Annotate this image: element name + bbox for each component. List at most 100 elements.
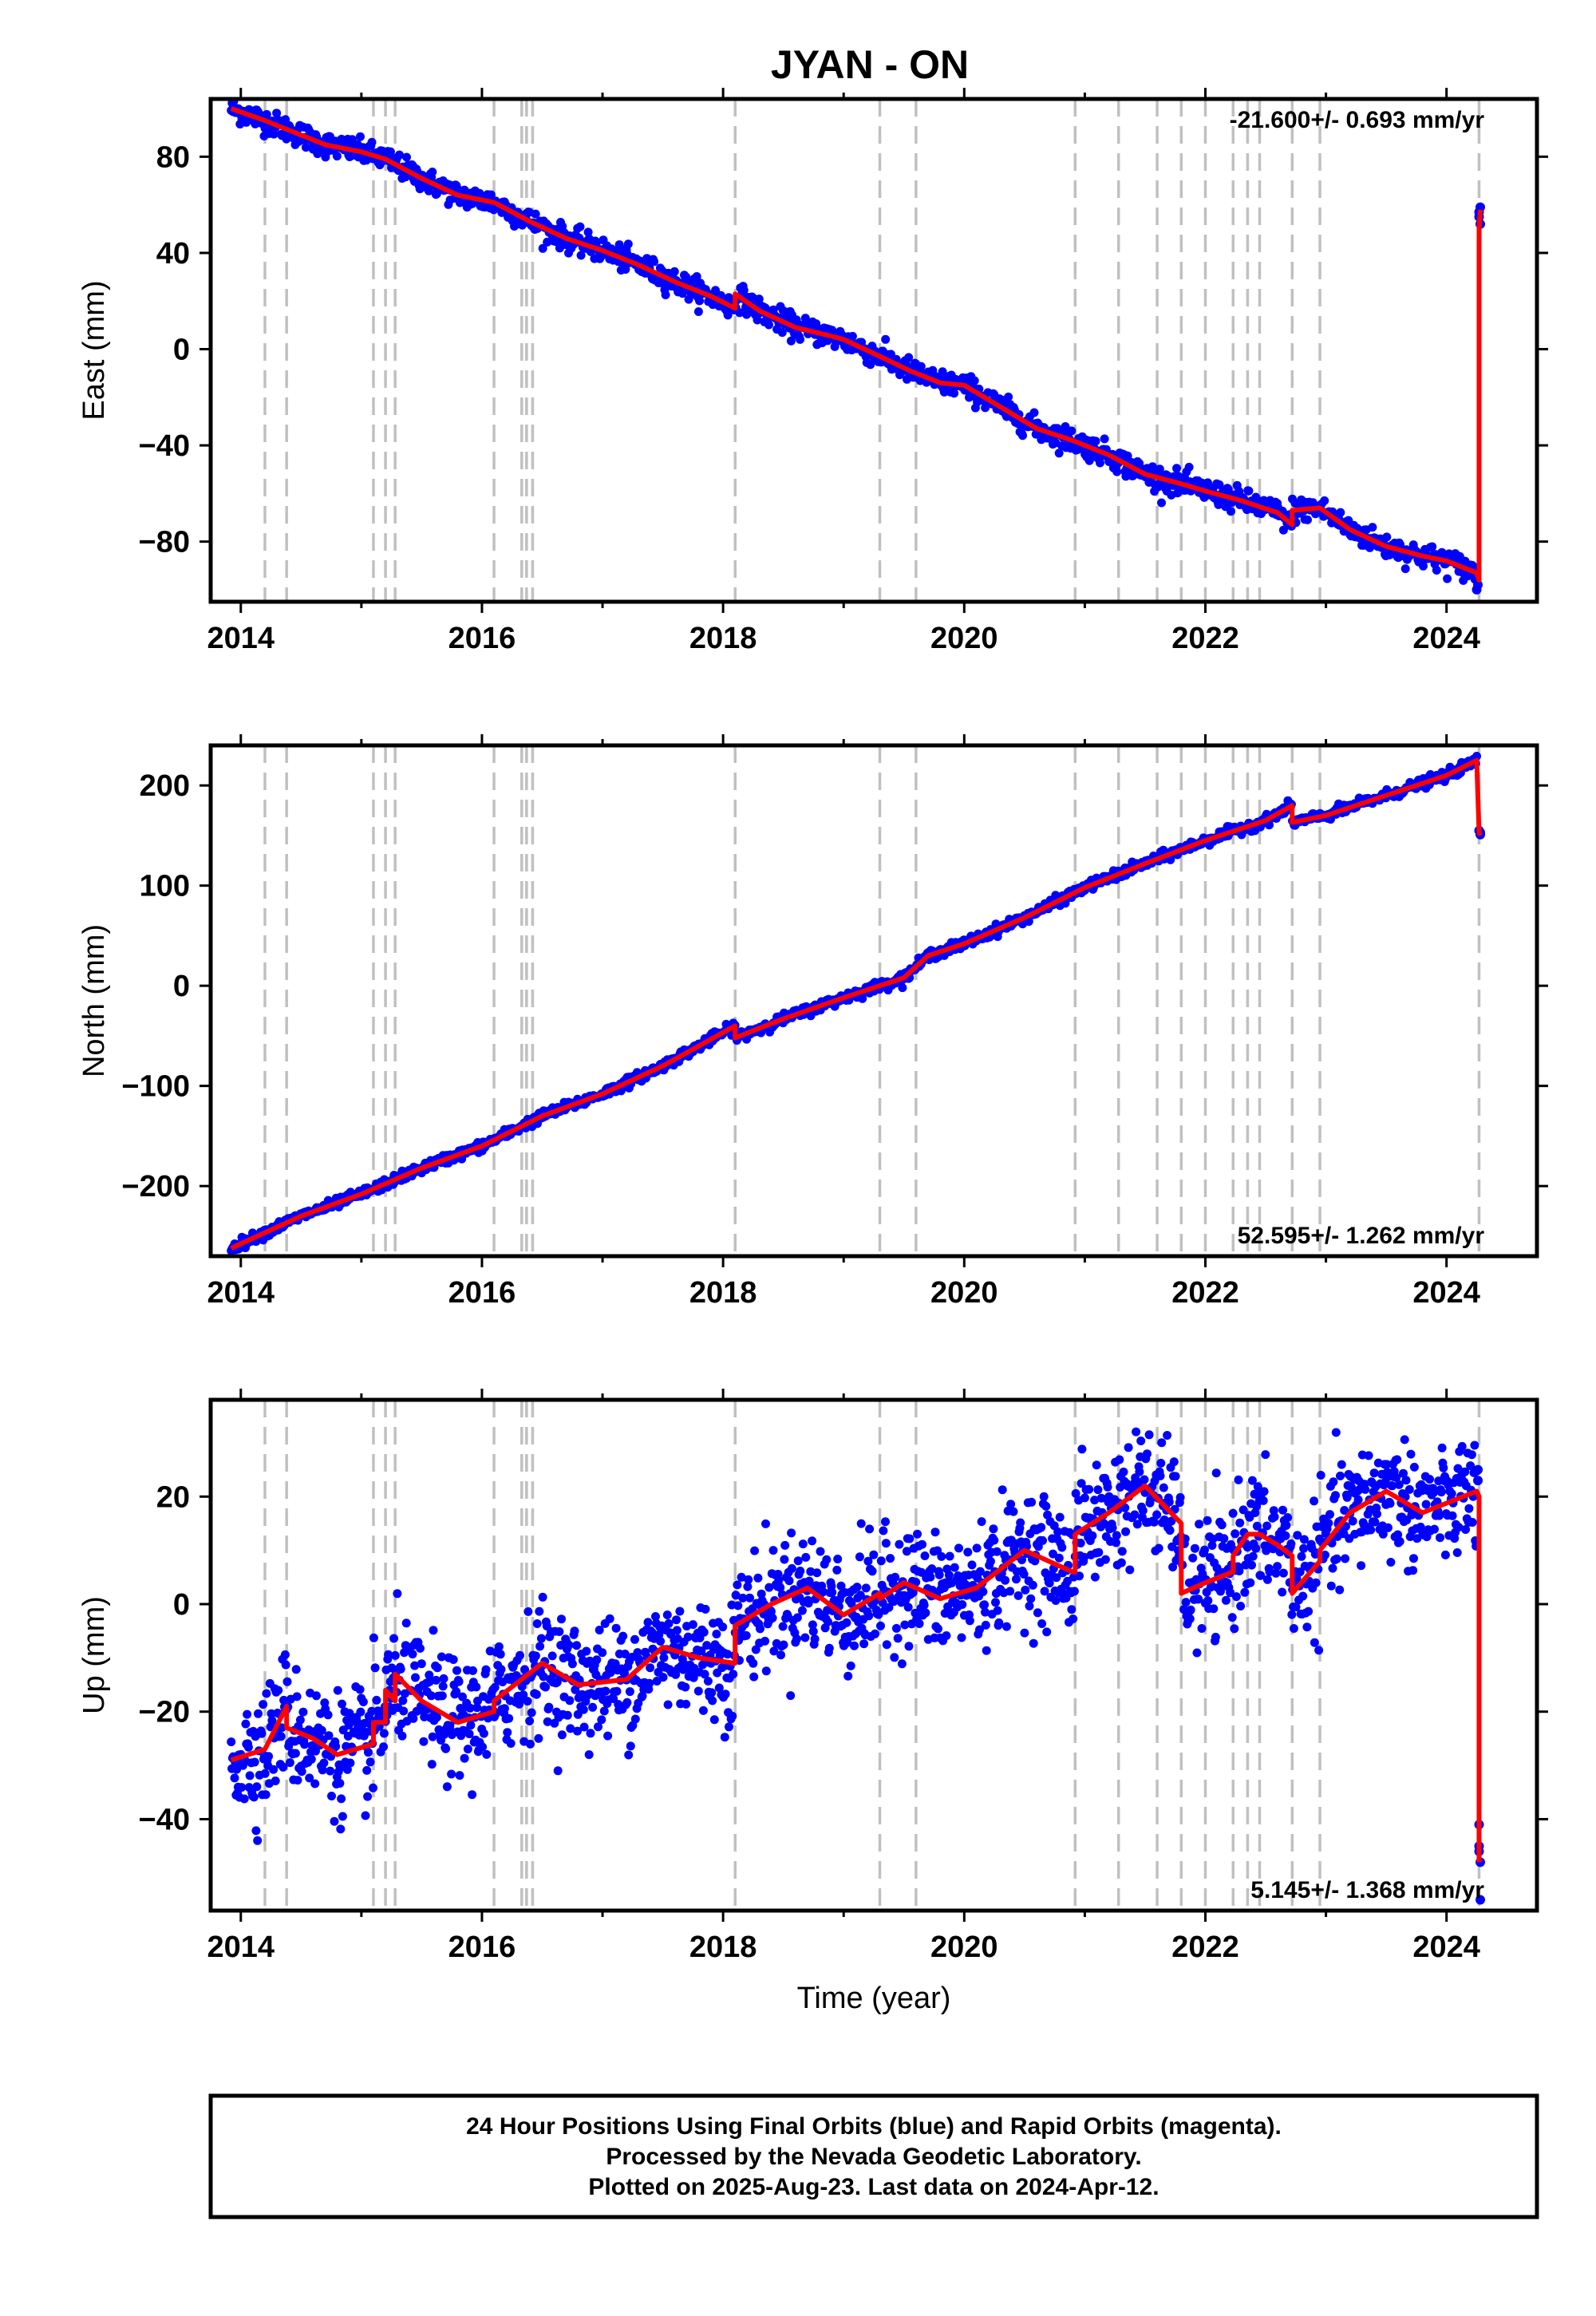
data-point xyxy=(729,1670,738,1679)
footer-line-2: Processed by the Nevada Geodetic Laborat… xyxy=(606,2144,1141,2170)
data-point xyxy=(1429,1488,1439,1497)
data-point xyxy=(1336,508,1345,517)
data-point xyxy=(437,1652,446,1662)
data-point xyxy=(468,1790,477,1800)
data-point xyxy=(761,1666,771,1676)
data-point xyxy=(460,1753,469,1763)
data-point xyxy=(1115,1455,1124,1464)
data-point xyxy=(572,1641,582,1650)
data-point xyxy=(447,1769,456,1779)
data-point xyxy=(723,1650,733,1659)
data-point xyxy=(1468,1518,1477,1527)
data-point xyxy=(881,334,891,344)
footer-line-3: Plotted on 2025-Aug-23. Last data on 202… xyxy=(588,2174,1159,2200)
data-point xyxy=(784,1576,794,1586)
data-point xyxy=(448,1655,458,1664)
y-tick-label: 200 xyxy=(140,769,190,803)
plot-frame xyxy=(208,97,1539,604)
data-point xyxy=(749,1672,759,1682)
data-point xyxy=(622,1697,632,1707)
data-points xyxy=(227,752,1485,1255)
data-point xyxy=(672,1626,681,1635)
data-point xyxy=(1026,1594,1036,1603)
data-point xyxy=(702,1641,712,1650)
data-point xyxy=(327,1792,336,1800)
data-point xyxy=(1119,1467,1128,1476)
data-point xyxy=(1388,1481,1397,1491)
data-point xyxy=(904,1642,914,1651)
data-point xyxy=(1039,1492,1049,1501)
data-point xyxy=(620,1650,630,1658)
data-point xyxy=(472,1703,482,1713)
data-point xyxy=(1207,1541,1217,1550)
data-point xyxy=(594,1722,602,1732)
data-point xyxy=(1077,1445,1087,1454)
data-point xyxy=(1163,1431,1172,1440)
data-point xyxy=(871,1629,879,1638)
data-point xyxy=(1247,1476,1257,1485)
data-point xyxy=(276,1732,286,1741)
data-point xyxy=(723,310,733,320)
data-point xyxy=(1248,1551,1258,1561)
data-point xyxy=(426,1691,436,1701)
data-point xyxy=(358,1697,368,1706)
data-point xyxy=(1080,1552,1088,1562)
data-point xyxy=(356,1707,365,1717)
data-point xyxy=(1029,408,1039,417)
data-point xyxy=(707,1688,717,1697)
data-point xyxy=(369,1633,378,1642)
data-point xyxy=(1464,1504,1474,1513)
rate-label: -21.600+/- 0.693 mm/yr xyxy=(1230,107,1485,133)
data-point xyxy=(1080,1493,1089,1503)
data-point xyxy=(1436,1488,1446,1497)
data-point xyxy=(792,1634,801,1644)
data-point xyxy=(1234,1475,1243,1484)
data-point xyxy=(970,376,979,385)
data-point xyxy=(250,1757,259,1767)
data-point xyxy=(1476,202,1485,212)
data-point xyxy=(780,1540,790,1550)
y-tick-label: 0 xyxy=(173,1588,190,1622)
data-point xyxy=(1069,1614,1078,1623)
data-point xyxy=(305,1773,314,1783)
data-point xyxy=(439,1674,448,1683)
data-point xyxy=(1261,1450,1270,1460)
data-point xyxy=(1432,566,1441,575)
data-point xyxy=(1393,1530,1403,1539)
data-point xyxy=(1412,1534,1422,1543)
data-point xyxy=(697,1646,706,1656)
data-point xyxy=(981,1620,990,1630)
data-point xyxy=(570,1626,579,1636)
data-point xyxy=(1265,820,1274,830)
data-point xyxy=(1227,1613,1237,1622)
data-point xyxy=(230,1773,239,1783)
data-point xyxy=(898,983,907,993)
data-point xyxy=(670,267,679,276)
y-axis-label: Up (mm) xyxy=(77,1596,111,1714)
data-point xyxy=(1069,1587,1079,1596)
data-point xyxy=(1054,449,1064,458)
data-point xyxy=(701,1604,710,1614)
data-point xyxy=(643,1618,653,1627)
data-point xyxy=(714,1683,724,1693)
data-point xyxy=(688,1620,697,1630)
data-point xyxy=(1227,507,1235,516)
data-point xyxy=(1212,1563,1222,1573)
data-point xyxy=(1040,1587,1049,1596)
data-point xyxy=(1236,1602,1246,1611)
data-point xyxy=(1437,1443,1447,1452)
data-point xyxy=(743,1582,753,1591)
data-point xyxy=(1392,1472,1401,1482)
data-point xyxy=(934,1570,944,1579)
data-point xyxy=(419,1737,429,1746)
data-point xyxy=(504,1713,514,1723)
data-point xyxy=(992,1547,1001,1556)
data-point xyxy=(1262,1521,1272,1531)
data-point xyxy=(800,1633,810,1642)
x-tick-label: 2018 xyxy=(689,622,757,655)
data-point xyxy=(531,1690,541,1699)
data-point xyxy=(663,1700,673,1709)
data-point xyxy=(958,1600,967,1609)
data-point xyxy=(1197,1624,1207,1633)
